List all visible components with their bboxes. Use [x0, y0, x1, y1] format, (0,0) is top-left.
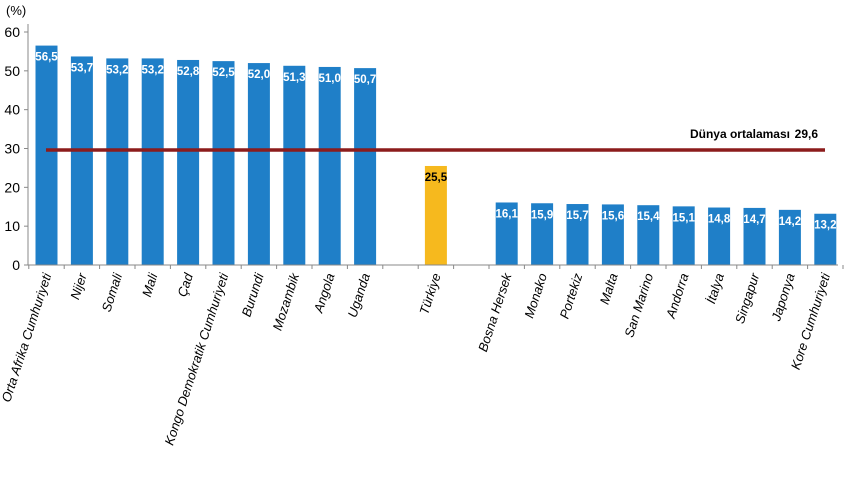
category-label: Bosna Hersek — [475, 270, 515, 354]
bar — [495, 202, 518, 265]
bar-value-label: 15,4 — [637, 211, 660, 223]
bar-value-label: 25,5 — [425, 172, 448, 184]
y-tick-label: 10 — [4, 218, 20, 234]
bar — [743, 207, 766, 265]
bar — [566, 204, 589, 265]
bar — [35, 45, 58, 265]
bar — [708, 207, 731, 265]
bars-group: 56,5 53,7 53,2 53,2 52,8 52,5 52,0 51,3 51,0 50,7… — [35, 45, 837, 266]
reference-line-group: Dünya ortalaması 29,6 — [46, 127, 825, 152]
bar — [778, 209, 801, 265]
bar — [531, 203, 554, 265]
bar-value-label: 15,1 — [673, 212, 696, 224]
bar — [177, 59, 200, 266]
bar-value-label: 14,7 — [743, 214, 765, 226]
category-label: Malta — [597, 271, 621, 306]
bar — [70, 56, 93, 266]
bar-value-label: 51,0 — [319, 73, 341, 85]
bar-value-label: 15,7 — [566, 210, 588, 222]
bar — [601, 204, 624, 265]
bar — [672, 206, 695, 265]
bar — [318, 66, 341, 265]
category-label: Mozambik — [270, 270, 303, 332]
category-label: Somali — [99, 270, 126, 313]
bar-value-label: 52,8 — [177, 66, 200, 78]
y-axis: 0 10 20 30 40 50 60 — [4, 24, 29, 273]
y-tick-label: 30 — [4, 141, 20, 157]
bar — [283, 65, 306, 265]
bar-value-label: 53,7 — [71, 62, 93, 74]
bar-value-label: 14,8 — [708, 214, 731, 226]
bar-value-label: 53,2 — [106, 64, 128, 76]
y-tick-label: 60 — [4, 24, 20, 40]
category-label: Monako — [521, 271, 550, 320]
bar-value-label: 15,9 — [531, 209, 553, 221]
bar — [212, 61, 235, 265]
category-label: Uganda — [345, 271, 373, 319]
y-tick-label: 0 — [12, 257, 20, 273]
reference-line-value: 29,6 — [795, 127, 819, 141]
category-label: Portekiz — [557, 271, 586, 321]
category-label: İtalya — [703, 271, 727, 305]
y-tick-label: 20 — [4, 179, 20, 195]
category-label: Mali — [139, 270, 161, 298]
bar-value-label: 52,0 — [248, 69, 270, 81]
bar-value-label: 16,1 — [496, 208, 519, 220]
category-label: Nijer — [67, 271, 90, 302]
bar-value-label: 14,2 — [779, 216, 801, 228]
category-label: Kongo Demokratik Cumhuriyeti — [161, 270, 231, 447]
bar-value-label: 56,5 — [35, 52, 58, 64]
category-label: San Marino — [621, 271, 656, 339]
category-label: Çad — [174, 271, 196, 299]
bar — [354, 68, 377, 266]
category-label: Türkiye — [416, 271, 443, 316]
bar-value-label: 52,5 — [212, 67, 235, 79]
bar-value-label: 50,7 — [354, 74, 376, 86]
y-tick-label: 50 — [4, 63, 20, 79]
y-tick-label: 40 — [4, 102, 20, 118]
bar-value-label: 13,2 — [814, 220, 836, 232]
y-axis-unit-label: (%) — [6, 3, 26, 18]
bar — [424, 165, 447, 265]
x-axis: Orta Afrika Cumhuriyeti Nijer Somali Mali Ça… — [0, 264, 844, 447]
reference-line-label: Dünya ortalaması — [690, 127, 790, 141]
bar-value-label: 53,2 — [142, 64, 164, 76]
bar — [141, 58, 164, 266]
bar — [247, 63, 270, 265]
category-label: Singapur — [732, 271, 763, 326]
bar — [814, 213, 837, 265]
bar-value-label: 51,3 — [283, 72, 305, 84]
category-label: Andorra — [663, 271, 692, 321]
category-label: Angola — [310, 271, 337, 315]
category-label: Kore Cumhuriyeti — [788, 270, 834, 371]
category-label: Orta Afrika Cumhuriyeti — [0, 270, 55, 404]
category-label: Burundi — [239, 270, 267, 318]
bar-value-label: 15,6 — [602, 210, 624, 222]
bar — [637, 205, 660, 265]
bar — [106, 58, 129, 266]
category-label: Japonya — [768, 271, 798, 323]
